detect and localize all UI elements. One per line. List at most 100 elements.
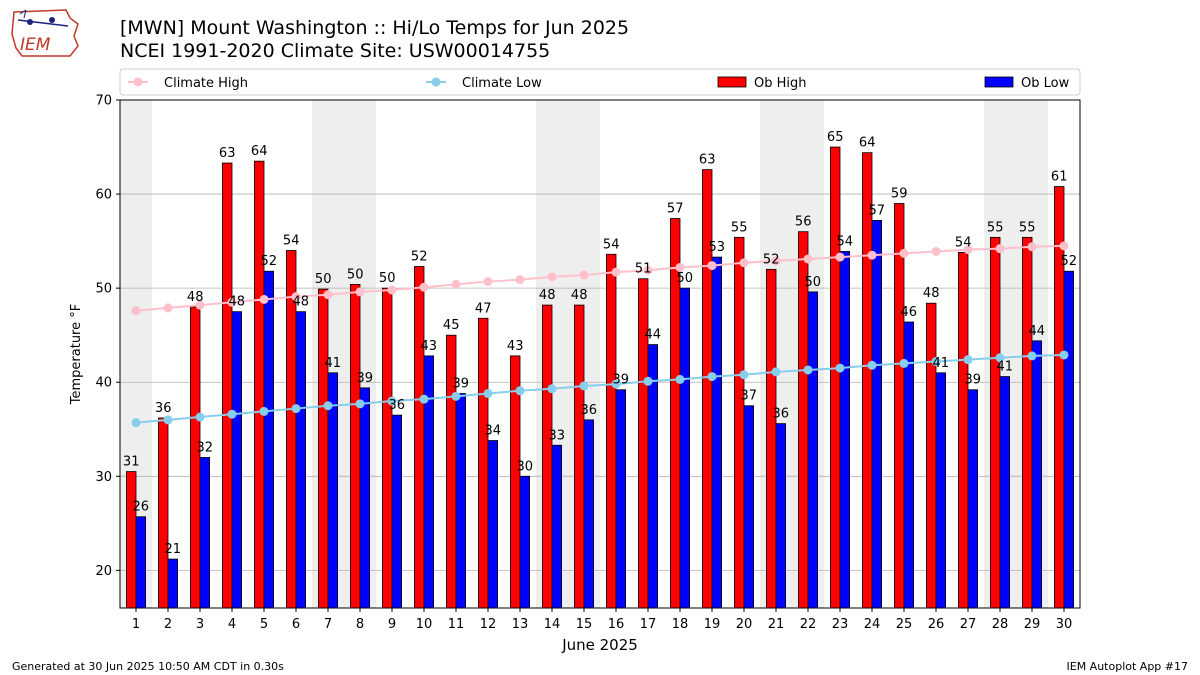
- ob-high-bar: [702, 169, 713, 609]
- ob-high-bar: [542, 304, 553, 609]
- x-tick-label: 19: [704, 617, 721, 632]
- ob-low-bar: [359, 387, 371, 609]
- climate-low-point: [579, 381, 589, 391]
- x-tick-label: 20: [736, 617, 753, 632]
- ob-low-label: 36: [581, 403, 598, 418]
- climate-high-point: [1027, 242, 1037, 252]
- climate-high-point: [899, 248, 909, 258]
- ob-low-bar: [167, 558, 179, 609]
- logo-text: IEM: [20, 35, 51, 55]
- ob-low-label: 48: [293, 295, 310, 310]
- chart-title-line2: NCEI 1991-2020 Climate Site: USW00014755: [120, 40, 551, 62]
- chart-title-line1: [MWN] Mount Washington :: Hi/Lo Temps fo…: [120, 17, 630, 39]
- climate-high-point: [771, 256, 781, 266]
- x-tick-label: 30: [1056, 617, 1073, 632]
- ob-low-label: 26: [133, 500, 150, 515]
- ob-high-label: 43: [507, 339, 524, 354]
- x-tick-label: 27: [960, 617, 977, 632]
- climate-low-point: [419, 394, 429, 404]
- x-tick-label: 8: [356, 617, 364, 632]
- ob-high-bar: [894, 203, 905, 609]
- x-tick-label: 6: [292, 617, 300, 632]
- ob-low-label: 30: [517, 459, 534, 474]
- ob-low-label: 54: [837, 234, 854, 249]
- x-tick-label: 3: [196, 617, 204, 632]
- ob-high-label: 47: [475, 301, 492, 316]
- x-tick-label: 13: [512, 617, 529, 632]
- ob-low-label: 21: [165, 542, 182, 557]
- legend-climate-high-label: Climate High: [164, 76, 248, 91]
- climate-high-point: [707, 261, 717, 271]
- climate-low-point: [899, 358, 909, 368]
- climate-low-point: [1059, 350, 1069, 360]
- climate-high-point: [739, 258, 749, 268]
- climate-high-point: [131, 306, 141, 316]
- ob-low-bar: [775, 423, 787, 609]
- ob-low-label: 39: [453, 377, 470, 392]
- ob-low-label: 44: [1029, 324, 1046, 339]
- ob-low-label: 44: [645, 328, 662, 343]
- climate-high-point: [995, 244, 1005, 254]
- ob-high-label: 55: [731, 220, 748, 235]
- ob-low-label: 36: [773, 407, 790, 422]
- ob-high-label: 56: [795, 215, 812, 230]
- y-tick-label: 40: [95, 376, 112, 391]
- ob-low-label: 50: [805, 275, 822, 290]
- ob-high-label: 65: [827, 130, 844, 145]
- ob-high-label: 50: [347, 267, 364, 282]
- climate-low-point: [547, 384, 557, 394]
- ob-high-bar: [477, 317, 489, 609]
- climate-high-point: [323, 290, 333, 300]
- ob-high-bar: [157, 417, 169, 609]
- ob-high-label: 36: [155, 401, 172, 416]
- ob-low-label: 50: [677, 271, 694, 286]
- ob-high-label: 59: [891, 186, 908, 201]
- x-tick-label: 29: [1024, 617, 1041, 632]
- legend-climate-low-label: Climate Low: [462, 76, 542, 91]
- ob-high-bar: [926, 302, 937, 609]
- climate-low-point: [259, 406, 269, 416]
- ob-high-label: 54: [283, 234, 300, 249]
- ob-high-bar: [830, 146, 841, 609]
- x-tick-label: 26: [928, 617, 945, 632]
- footer-app: IEM Autoplot App #17: [1066, 660, 1189, 673]
- ob-low-label: 46: [901, 305, 918, 320]
- climate-low-point: [515, 386, 525, 396]
- climate-high-point: [419, 282, 429, 292]
- climate-high-point: [195, 300, 205, 310]
- ob-high-label: 64: [251, 144, 268, 159]
- ob-high-bar: [381, 287, 393, 609]
- ob-low-bar: [967, 389, 979, 609]
- ob-low-bar: [711, 256, 723, 609]
- ob-low-bar: [583, 419, 595, 609]
- climate-low-point: [323, 401, 333, 411]
- ob-high-label: 54: [603, 237, 620, 252]
- ob-high-label: 63: [219, 146, 236, 161]
- climate-low-point: [707, 372, 717, 382]
- climate-low-point: [195, 412, 205, 422]
- ob-high-label: 48: [187, 290, 204, 305]
- ob-low-label: 37: [741, 389, 758, 404]
- ob-low-label: 39: [613, 373, 630, 388]
- climate-high-point: [515, 275, 525, 285]
- ob-low-bar: [1063, 270, 1075, 609]
- climate-high-point: [675, 262, 685, 272]
- ob-low-bar: [935, 372, 947, 609]
- ob-high-label: 52: [411, 250, 428, 265]
- y-tick-label: 70: [95, 94, 112, 109]
- y-axis-label: Temperature °F: [69, 304, 84, 405]
- climate-high-point: [579, 270, 589, 280]
- ob-high-bar: [606, 253, 617, 609]
- legend-climate-high-marker: [133, 77, 143, 87]
- ob-high-label: 48: [571, 288, 588, 303]
- climate-high-point: [643, 265, 653, 275]
- climate-low-point: [483, 389, 493, 399]
- legend-ob-low-label: Ob Low: [1021, 76, 1070, 91]
- ob-high-bar: [253, 160, 265, 609]
- ob-low-label: 43: [421, 339, 438, 354]
- climate-low-point: [643, 376, 653, 386]
- climate-low-point: [387, 396, 397, 406]
- climate-high-point: [259, 294, 269, 304]
- ob-low-label: 33: [549, 428, 566, 443]
- ob-low-label: 36: [389, 398, 406, 413]
